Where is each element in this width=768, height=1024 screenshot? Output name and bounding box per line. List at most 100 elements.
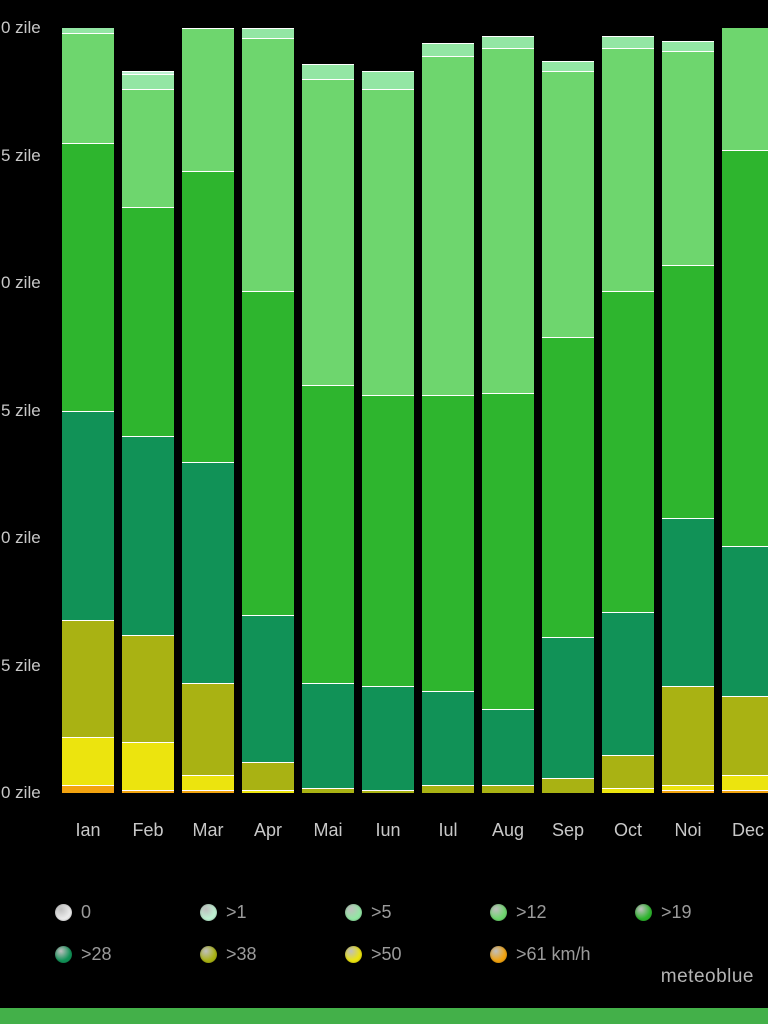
plot-area (0, 28, 768, 793)
bar-segment-12 (542, 71, 594, 337)
bar-segment-19 (122, 206, 174, 437)
bar-aug (482, 35, 534, 793)
bar-segment-50 (62, 736, 114, 786)
legend-dot-icon (345, 945, 362, 963)
bar-mar (182, 28, 234, 793)
bar-segment-28 (722, 545, 768, 697)
bar-segment-28 (122, 436, 174, 635)
bar-segment-19 (242, 290, 294, 615)
bar-segment-61kmh (182, 790, 234, 793)
bar-iun (362, 71, 414, 793)
bar-segment-12 (62, 33, 114, 143)
bar-segment-28 (182, 461, 234, 684)
legend-dot-icon (55, 903, 72, 921)
bar-segment-28 (62, 410, 114, 620)
legend-item-61kmh: >61 km/h (490, 943, 591, 965)
bar-segment-38 (62, 619, 114, 737)
bar-segment-19 (542, 336, 594, 638)
bar-segment-5 (302, 63, 354, 80)
bar-noi (662, 40, 714, 793)
bar-segment-38 (422, 785, 474, 793)
bar-segment-19 (62, 142, 114, 411)
bar-segment-5 (62, 28, 114, 34)
bar-segment-5 (242, 28, 294, 39)
y-tick-label: 0 zile (1, 783, 41, 802)
bar-segment-50 (722, 775, 768, 791)
bar-segment-19 (602, 290, 654, 612)
legend-item-50: >50 (345, 943, 402, 965)
bar-segment-50 (122, 742, 174, 791)
x-tick-label-apr: Apr (253, 820, 282, 840)
x-tick-label-iul: Iul (438, 820, 458, 840)
bar-segment-28 (602, 611, 654, 755)
bar-segment-28 (482, 708, 534, 786)
bar-segment-61kmh (62, 785, 114, 793)
legend-dot-icon (345, 903, 362, 921)
bar-segment-19 (422, 395, 474, 692)
x-tick-label-aug: Aug (491, 820, 525, 840)
legend-item-19: >19 (635, 901, 692, 923)
bar-segment-12 (182, 28, 234, 171)
bar-segment-19 (482, 392, 534, 709)
x-tick-label-ian: Ian (75, 820, 101, 840)
bar-segment-12 (242, 38, 294, 291)
legend-dot-icon (200, 945, 217, 963)
legend-dot-icon (635, 903, 652, 921)
bar-segment-28 (242, 614, 294, 763)
footer-strip (0, 1008, 768, 1024)
bar-segment-61kmh (722, 790, 768, 793)
x-tick-label-mai: Mai (313, 820, 343, 840)
legend-item-1: >1 (200, 901, 247, 923)
bar-segment-12 (482, 48, 534, 393)
y-tick-label: 0 zile (1, 273, 41, 292)
meteoblue-logo: meteoblue (660, 966, 754, 987)
legend-label: 0 (81, 901, 92, 922)
legend-label: >38 (226, 943, 257, 964)
x-tick-label-noi: Noi (674, 820, 702, 840)
y-tick-label: 5 zile (1, 400, 41, 420)
bar-segment-38 (482, 785, 534, 793)
bar-segment-12 (362, 89, 414, 396)
bar-segment-1 (122, 71, 174, 74)
legend-item-38: >38 (200, 943, 257, 965)
y-tick-label: 5 zile (1, 145, 41, 165)
bar-segment-5 (362, 71, 414, 90)
bar-segment-38 (722, 696, 768, 776)
bar-dec (722, 28, 768, 793)
legend-item-28: >28 (55, 943, 112, 965)
x-tick-label-feb: Feb (132, 820, 164, 840)
bar-segment-50 (182, 775, 234, 791)
bar-segment-12 (662, 51, 714, 266)
x-tick-label-iun: Iun (375, 820, 401, 840)
legend-item-12: >12 (490, 901, 547, 923)
bar-segment-38 (602, 754, 654, 788)
bar-segment-61kmh (662, 790, 714, 793)
bar-segment-5 (122, 73, 174, 90)
bar-segment-61kmh (122, 790, 174, 793)
legend-label: >19 (661, 901, 692, 922)
bar-segment-38 (662, 685, 714, 786)
legend-dot-icon (55, 945, 72, 963)
bar-segment-12 (422, 56, 474, 396)
bar-segment-28 (362, 685, 414, 791)
bar-segment-38 (302, 787, 354, 793)
bar-segment-19 (662, 265, 714, 518)
legend-label: >50 (371, 943, 402, 964)
bar-mai (302, 63, 354, 793)
bar-segment-5 (422, 43, 474, 57)
bar-segment-38 (182, 683, 234, 776)
bar-oct (602, 35, 654, 793)
legend-label: >61 km/h (516, 943, 591, 964)
bar-iul (422, 43, 474, 793)
legend-label: >1 (226, 901, 247, 922)
bar-feb (122, 71, 174, 793)
legend-dot-icon (200, 903, 217, 921)
bar-ian (62, 28, 114, 793)
bar-segment-12 (722, 28, 768, 151)
bar-segment-38 (542, 777, 594, 793)
bar-segment-50 (242, 790, 294, 793)
bar-segment-5 (482, 35, 534, 49)
bar-segment-38 (242, 762, 294, 791)
x-tick-label-mar: Mar (192, 820, 224, 840)
bar-segment-28 (662, 517, 714, 686)
